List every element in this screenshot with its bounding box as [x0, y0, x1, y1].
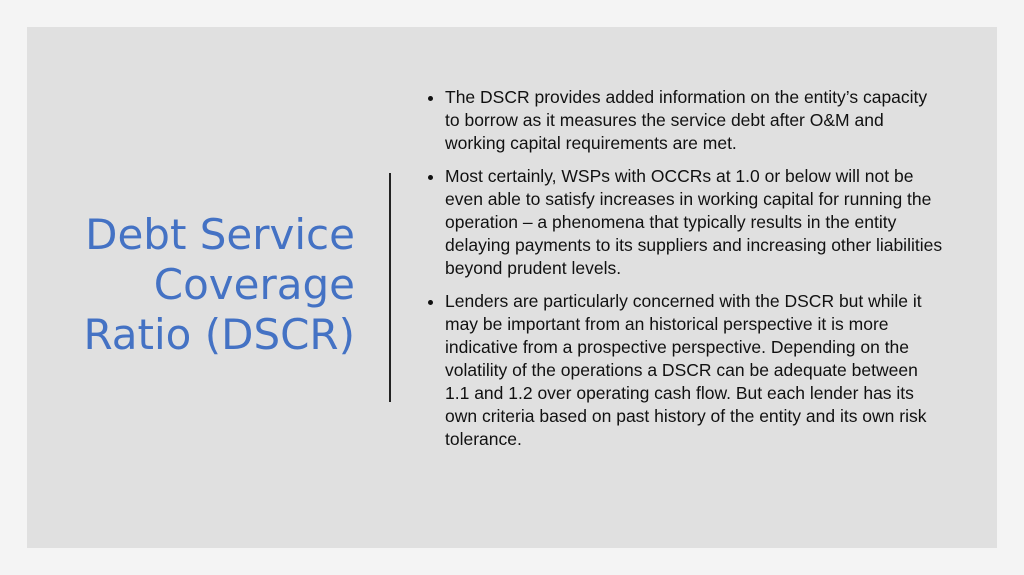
slide: Debt Service Coverage Ratio (DSCR) The D… [27, 27, 997, 548]
title-line: Ratio (DSCR) [83, 310, 355, 359]
divider [389, 173, 391, 402]
title-line: Debt Service [85, 210, 355, 259]
bullet: Lenders are particularly concerned with … [445, 290, 945, 451]
title-line: Coverage [153, 260, 355, 309]
bullet-list: The DSCR provides added information on t… [425, 86, 945, 461]
bullet: Most certainly, WSPs with OCCRs at 1.0 o… [445, 165, 945, 280]
slide-title: Debt Service Coverage Ratio (DSCR) [84, 210, 355, 360]
bullet: The DSCR provides added information on t… [445, 86, 945, 155]
